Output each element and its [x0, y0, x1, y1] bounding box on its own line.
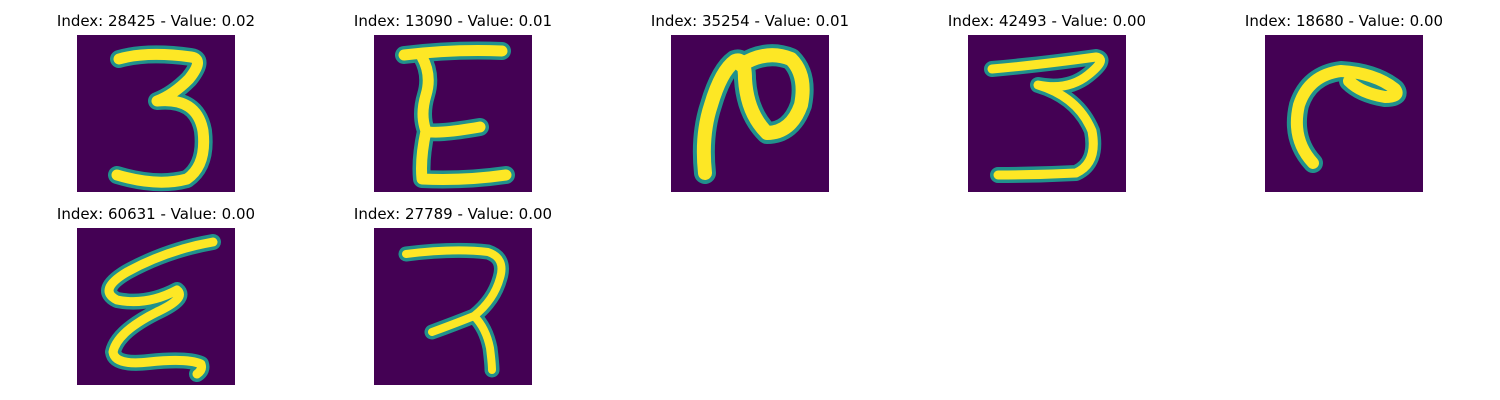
panel-42493: Index: 42493 - Value: 0.00	[936, 10, 1158, 200]
panel-title: Index: 42493 - Value: 0.00	[936, 10, 1158, 34]
panel-title: Index: 35254 - Value: 0.01	[639, 10, 861, 34]
glyph-image	[671, 35, 829, 192]
glyph-image	[1265, 35, 1423, 192]
glyph-image	[374, 35, 532, 192]
panel-13090: Index: 13090 - Value: 0.01	[342, 10, 564, 200]
glyph-image	[77, 228, 235, 385]
panel-60631: Index: 60631 - Value: 0.00	[45, 203, 267, 393]
glyph-image	[77, 35, 235, 192]
panel-35254: Index: 35254 - Value: 0.01	[639, 10, 861, 200]
panel-title: Index: 28425 - Value: 0.02	[45, 10, 267, 34]
panel-title: Index: 18680 - Value: 0.00	[1233, 10, 1455, 34]
glyph-image	[374, 228, 532, 385]
panel-18680: Index: 18680 - Value: 0.00	[1233, 10, 1455, 200]
panel-title: Index: 27789 - Value: 0.00	[342, 203, 564, 227]
panel-title: Index: 13090 - Value: 0.01	[342, 10, 564, 34]
panel-27789: Index: 27789 - Value: 0.00	[342, 203, 564, 393]
panel-28425: Index: 28425 - Value: 0.02	[45, 10, 267, 200]
glyph-image	[968, 35, 1126, 192]
panel-title: Index: 60631 - Value: 0.00	[45, 203, 267, 227]
